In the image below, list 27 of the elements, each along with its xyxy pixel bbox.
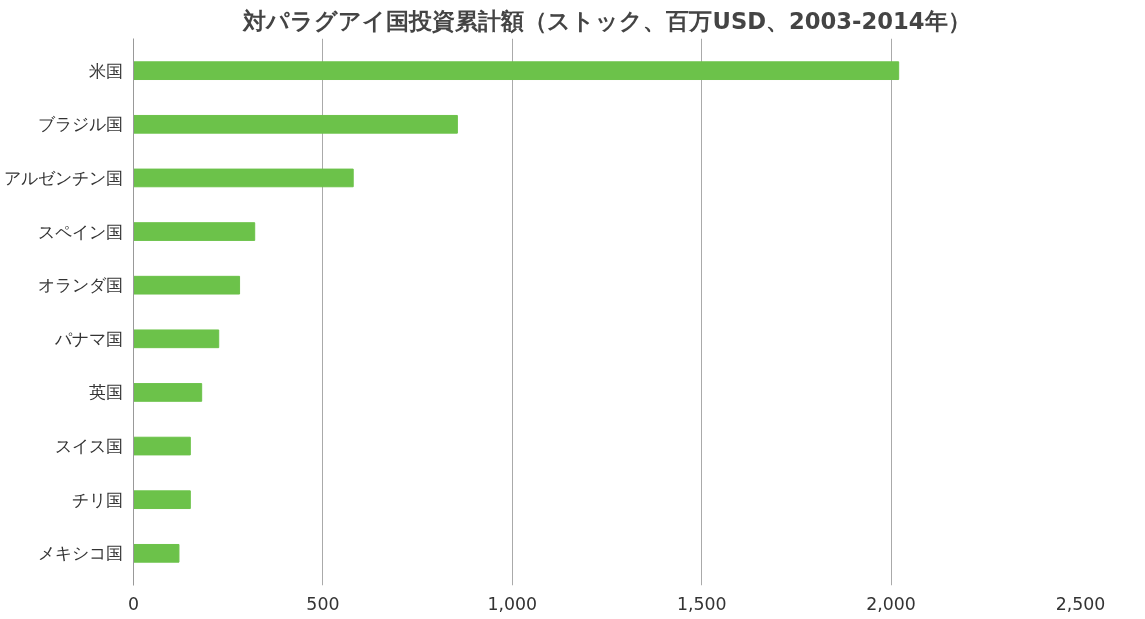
y-tick-label: パナマ国 [53, 328, 123, 349]
bar [133, 383, 203, 402]
y-tick-label: オランダ国 [37, 275, 123, 296]
bar [133, 222, 256, 241]
bar [133, 275, 241, 295]
chart-title: 対パラグアイ国投資累計額（ストック、百万USD、2003-2014年） [242, 7, 971, 34]
x-tick-label: 0 [127, 593, 140, 614]
y-tick-label: スイス国 [54, 436, 123, 457]
y-tick-label: 英国 [88, 382, 123, 403]
y-tick-label: スペイン国 [37, 221, 123, 242]
bar [133, 114, 458, 134]
bar [133, 61, 900, 81]
x-tick-label: 2,500 [1055, 593, 1106, 614]
x-tick-label: 1,000 [487, 593, 538, 614]
x-tick-label: 500 [306, 593, 340, 614]
y-tick-label: メキシコ国 [37, 543, 123, 564]
x-tick-label: 1,500 [676, 593, 727, 614]
bar [133, 436, 191, 456]
y-tick-label: チリ国 [71, 489, 123, 510]
bar [133, 490, 191, 510]
y-tick-label: ブラジル国 [37, 114, 123, 135]
bar [133, 543, 180, 563]
bar [133, 168, 354, 188]
y-tick-label: アルゼンチン国 [3, 167, 123, 188]
y-tick-label: 米国 [88, 60, 123, 81]
bar [133, 329, 220, 349]
x-tick-label: 2,000 [866, 593, 916, 614]
